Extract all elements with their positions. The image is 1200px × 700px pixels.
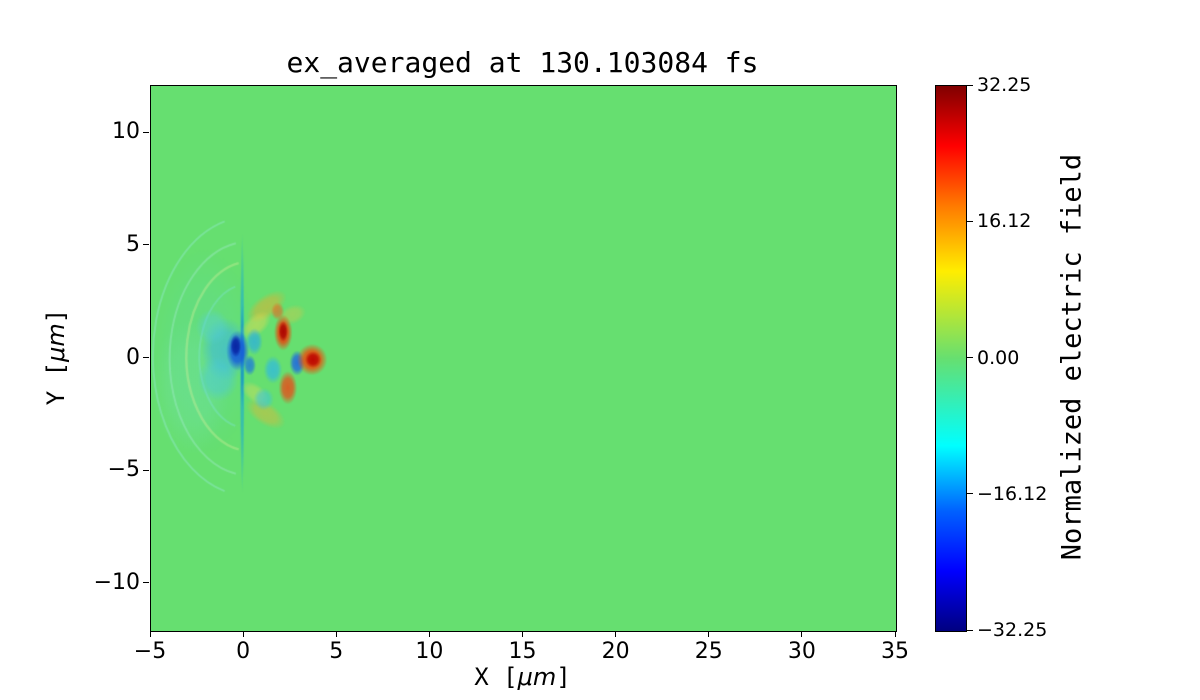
y-tick-mark	[143, 582, 149, 584]
colorbar-tick-label: 16.12	[977, 210, 1032, 233]
x-tick-label: 15	[508, 639, 537, 664]
x-tick-mark	[522, 631, 523, 637]
y-tick-mark	[143, 469, 149, 471]
y-tick-label: −10	[93, 569, 140, 595]
x-tick-mark	[801, 631, 803, 637]
x-axis-label-suffix: ]	[556, 663, 571, 691]
x-tick-label: 5	[329, 639, 344, 664]
y-tick-label: −5	[107, 457, 140, 483]
x-tick-label: 30	[787, 639, 816, 664]
y-axis-label-suffix: ]	[42, 308, 70, 324]
heatmap-canvas	[151, 86, 896, 631]
y-tick-label: 0	[126, 344, 140, 370]
colorbar	[935, 85, 967, 632]
x-tick-label: 35	[881, 639, 909, 664]
colorbar-tick-label: −32.25	[977, 619, 1048, 641]
x-tick-mark	[149, 631, 151, 637]
x-tick-label: 10	[415, 639, 444, 664]
x-tick-label: −5	[133, 639, 167, 664]
x-tick-mark	[335, 631, 337, 637]
y-tick-mark	[143, 131, 149, 133]
y-tick-label: 5	[126, 231, 140, 257]
x-tick-label: 25	[694, 639, 723, 664]
x-tick-mark	[708, 631, 710, 637]
x-tick-mark	[615, 631, 617, 637]
y-tick-mark	[143, 244, 149, 246]
plot-area	[150, 85, 897, 632]
x-tick-mark	[242, 631, 244, 637]
colorbar-tick-label: 0.00	[977, 346, 1020, 369]
x-tick-label: 20	[601, 639, 630, 664]
colorbar-tick-mark	[967, 84, 973, 86]
y-tick-label: 10	[112, 119, 140, 145]
x-tick-label: 0	[236, 639, 251, 664]
x-axis-unit: μm	[517, 663, 557, 691]
x-tick-mark	[894, 631, 896, 637]
y-tick-mark	[143, 357, 149, 358]
colorbar-tick-mark	[967, 357, 973, 358]
x-axis-label: X [μm]	[150, 663, 895, 691]
chart-title: ex_averaged at 130.103084 fs	[286, 46, 759, 79]
x-axis-label-prefix: X [	[474, 663, 518, 691]
colorbar-tick-label: 32.25	[977, 74, 1032, 96]
colorbar-tick-mark	[967, 220, 973, 222]
colorbar-tick-mark	[967, 493, 973, 495]
x-tick-mark	[428, 631, 430, 637]
colorbar-tick-label: −16.12	[977, 482, 1048, 505]
colorbar-tick-mark	[967, 629, 973, 631]
